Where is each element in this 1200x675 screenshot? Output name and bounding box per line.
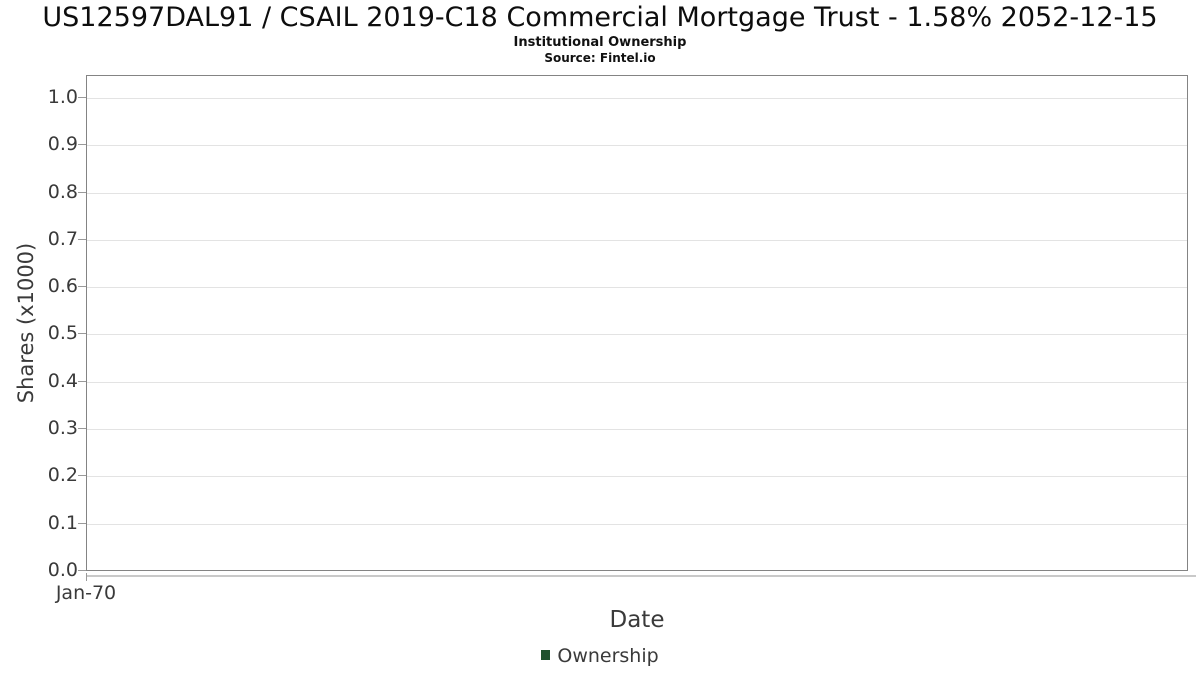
- gridline: [87, 98, 1187, 99]
- chart-subtitle: Institutional Ownership: [513, 35, 687, 50]
- gridline: [87, 524, 1187, 525]
- y-tick-mark: [78, 570, 86, 571]
- x-axis-label: Date: [609, 607, 665, 633]
- y-tick-mark: [78, 428, 86, 429]
- gridline: [87, 287, 1187, 288]
- y-tick-label: 0.6: [47, 275, 78, 297]
- plot-area: [86, 75, 1188, 571]
- y-tick-mark: [78, 192, 86, 193]
- x-tick-mark: [86, 573, 87, 581]
- y-tick-mark: [78, 523, 86, 524]
- gridline: [87, 193, 1187, 194]
- gridline: [87, 476, 1187, 477]
- y-tick-label: 0.5: [47, 322, 78, 344]
- legend-item-label: Ownership: [557, 645, 659, 667]
- x-tick-label: Jan-70: [55, 582, 117, 604]
- gridline: [87, 334, 1187, 335]
- y-tick-mark: [78, 475, 86, 476]
- x-axis-line: [86, 575, 1196, 577]
- y-axis-label: Shares (x1000): [14, 242, 38, 404]
- y-tick-label: 0.4: [47, 370, 78, 392]
- gridline: [87, 429, 1187, 430]
- legend-item-ownership[interactable]: Ownership: [541, 645, 659, 667]
- y-tick-mark: [78, 333, 86, 334]
- y-tick-mark: [78, 97, 86, 98]
- chart-title: US12597DAL91 / CSAIL 2019-C18 Commercial…: [42, 2, 1158, 33]
- y-tick-mark: [78, 381, 86, 382]
- y-tick-label: 0.9: [47, 133, 78, 155]
- y-tick-label: 0.7: [47, 228, 78, 250]
- gridline: [87, 145, 1187, 146]
- y-tick-mark: [78, 286, 86, 287]
- chart-source: Source: Fintel.io: [544, 51, 656, 65]
- y-tick-label: 0.1: [47, 512, 78, 534]
- y-tick-mark: [78, 144, 86, 145]
- y-tick-label: 0.8: [47, 181, 78, 203]
- legend: Ownership: [0, 645, 1200, 667]
- y-tick-label: 1.0: [47, 86, 78, 108]
- gridline: [87, 240, 1187, 241]
- gridline: [87, 382, 1187, 383]
- y-tick-label: 0.2: [47, 464, 78, 486]
- y-tick-label: 0.3: [47, 417, 78, 439]
- legend-swatch-icon: [541, 650, 551, 660]
- y-tick-label: 0.0: [47, 559, 78, 581]
- y-tick-mark: [78, 239, 86, 240]
